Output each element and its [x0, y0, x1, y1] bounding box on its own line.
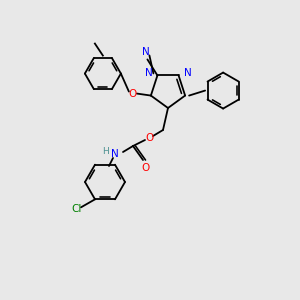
Text: N: N	[142, 47, 149, 57]
Text: O: O	[145, 133, 153, 143]
Text: Cl: Cl	[72, 204, 82, 214]
Text: O: O	[129, 88, 137, 99]
Text: N: N	[145, 68, 152, 78]
Text: N: N	[111, 149, 119, 159]
Text: N: N	[184, 68, 191, 78]
Text: O: O	[142, 163, 150, 173]
Text: H: H	[102, 148, 109, 157]
